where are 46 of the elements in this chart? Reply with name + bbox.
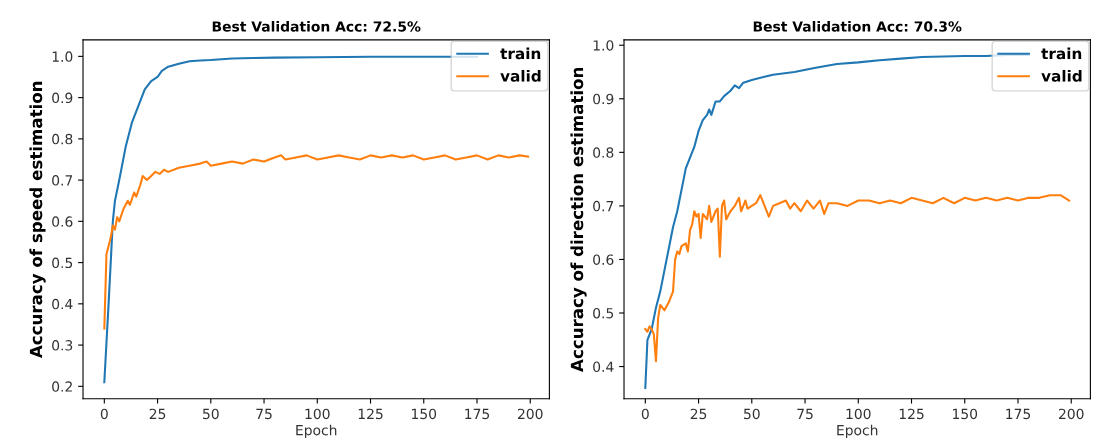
chart-title: Best Validation Acc: 70.3% xyxy=(753,20,962,32)
x-tick-label: 200 xyxy=(1058,408,1084,420)
y-tick-label: 0.2 xyxy=(52,381,72,392)
x-tick-label: 25 xyxy=(149,408,166,420)
y-tick-label: 0.5 xyxy=(52,257,73,269)
x-tick-label: 0 xyxy=(641,408,649,420)
y-tick-label: 0.6 xyxy=(593,254,614,265)
x-tick-label: 150 xyxy=(953,408,978,420)
legend-label: train xyxy=(500,47,541,60)
x-tick-label: 100 xyxy=(846,408,871,420)
x-axis-title: Epoch xyxy=(296,424,337,439)
legend-label: valid xyxy=(1041,69,1082,82)
x-tick-label: 175 xyxy=(1006,408,1031,420)
y-tick-label: 0.7 xyxy=(593,200,614,212)
x-tick-label: 175 xyxy=(465,408,490,420)
line-series xyxy=(644,194,1071,363)
x-tick-label: 200 xyxy=(518,408,543,420)
y-tick-label: 0.3 xyxy=(52,340,73,351)
y-tick-label: 0.7 xyxy=(52,175,73,186)
line-series xyxy=(103,154,530,330)
x-tick-label: 75 xyxy=(256,408,272,420)
x-axis-title: Epoch xyxy=(837,424,878,439)
y-axis-title: Accuracy of speed estimation xyxy=(29,81,46,359)
y-tick-label: 0.8 xyxy=(593,147,614,158)
y-tick-label: 0.9 xyxy=(593,93,614,105)
y-axis-title: Accuracy of direction estimation xyxy=(570,67,587,372)
x-tick-label: 100 xyxy=(305,408,330,420)
legend-label: valid xyxy=(500,69,541,82)
x-tick-label: 150 xyxy=(412,408,437,420)
x-tick-label: 25 xyxy=(690,408,707,420)
y-tick-label: 0.4 xyxy=(52,298,73,310)
x-tick-label: 50 xyxy=(744,408,760,420)
y-tick-label: 1.0 xyxy=(593,40,614,51)
y-tick-label: 0.4 xyxy=(593,361,614,373)
y-tick-label: 0.8 xyxy=(52,133,73,145)
legend-label: train xyxy=(1041,47,1082,60)
y-tick-label: 0.9 xyxy=(52,92,73,104)
x-tick-label: 0 xyxy=(100,408,108,420)
y-tick-label: 0.6 xyxy=(52,216,73,227)
x-tick-label: 75 xyxy=(797,408,813,420)
chart-title: Best Validation Acc: 72.5% xyxy=(212,20,421,32)
x-tick-label: 125 xyxy=(899,408,924,420)
y-tick-label: 1.0 xyxy=(52,51,73,62)
x-tick-label: 50 xyxy=(203,408,219,420)
y-tick-label: 0.5 xyxy=(593,307,614,319)
x-tick-label: 125 xyxy=(358,408,383,420)
